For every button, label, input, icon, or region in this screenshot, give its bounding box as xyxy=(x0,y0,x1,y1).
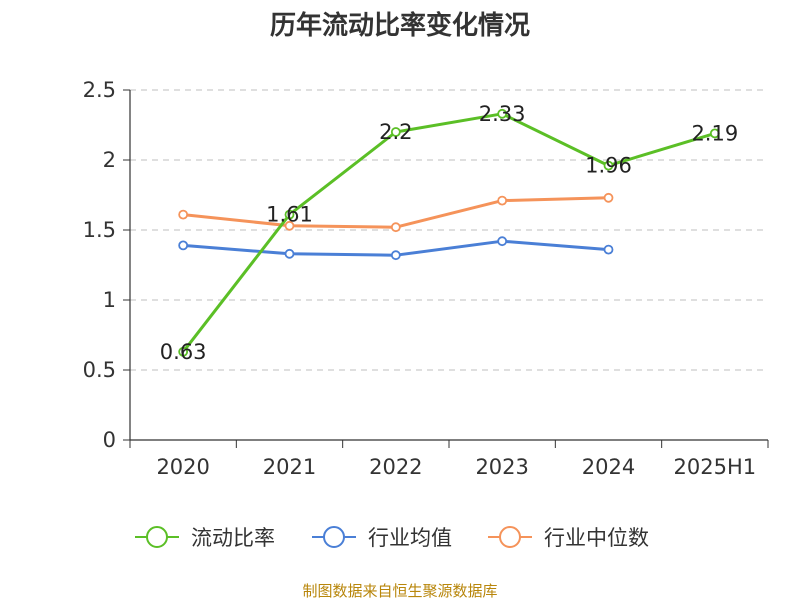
legend-marker xyxy=(323,526,345,548)
y-tick-label: 0.5 xyxy=(83,358,116,382)
y-tick-label: 2 xyxy=(103,148,116,172)
axis-layer: 0 0.5 1 1.5 2 2.5 2020 2021 2022 2023 2024 2025H1 xyxy=(83,78,769,479)
data-point xyxy=(497,195,508,206)
x-tick-label: 2025H1 xyxy=(674,455,757,479)
data-label: 1.96 xyxy=(585,154,632,178)
data-point xyxy=(284,220,295,231)
data-label: 2.33 xyxy=(479,102,526,126)
data-point xyxy=(178,346,189,357)
data-label: 2.2 xyxy=(379,120,412,144)
x-tick-label: 2023 xyxy=(475,455,528,479)
legend-item: 流动比率 xyxy=(135,526,275,550)
series-line xyxy=(182,112,716,353)
x-tick-label: 2020 xyxy=(156,455,209,479)
data-point xyxy=(390,250,401,261)
data-point xyxy=(603,160,614,171)
data-point xyxy=(390,127,401,137)
series-layer xyxy=(178,108,720,357)
data-point xyxy=(178,240,189,251)
legend-label: 流动比率 xyxy=(191,526,275,550)
legend-marker xyxy=(146,526,168,548)
data-point xyxy=(603,192,614,203)
data-point xyxy=(178,209,189,220)
data-point xyxy=(284,248,295,259)
data-point xyxy=(284,209,295,220)
data-label-layer: 0.63 1.61 2.2 2.33 1.96 2.19 xyxy=(160,102,738,364)
data-point xyxy=(497,108,508,119)
data-point xyxy=(603,244,614,255)
data-label: 2.19 xyxy=(691,121,738,145)
legend-label: 行业均值 xyxy=(368,526,452,550)
data-label: 0.63 xyxy=(160,340,207,364)
legend-item: 行业均值 xyxy=(312,526,452,550)
chart-title: 历年流动比率变化情况 xyxy=(270,10,530,41)
x-tick-label: 2024 xyxy=(582,455,635,479)
legend-label: 行业中位数 xyxy=(544,526,649,550)
source-note: 制图数据来自恒生聚源数据库 xyxy=(302,582,497,600)
x-tick-label: 2021 xyxy=(263,455,316,479)
data-point xyxy=(390,222,401,233)
data-label: 1.61 xyxy=(266,203,313,227)
x-tick-label: 2022 xyxy=(369,455,422,479)
y-tick-label: 0 xyxy=(103,428,116,452)
legend-item: 行业中位数 xyxy=(488,526,649,550)
grid-layer xyxy=(130,89,768,371)
legend-marker xyxy=(499,526,521,548)
legend: 流动比率 行业均值 行业中位数 xyxy=(135,526,649,550)
y-tick-label: 1 xyxy=(103,288,116,312)
y-tick-label: 1.5 xyxy=(83,218,116,242)
data-point xyxy=(709,128,720,139)
data-point xyxy=(497,236,508,247)
y-tick-label: 2.5 xyxy=(83,78,116,102)
